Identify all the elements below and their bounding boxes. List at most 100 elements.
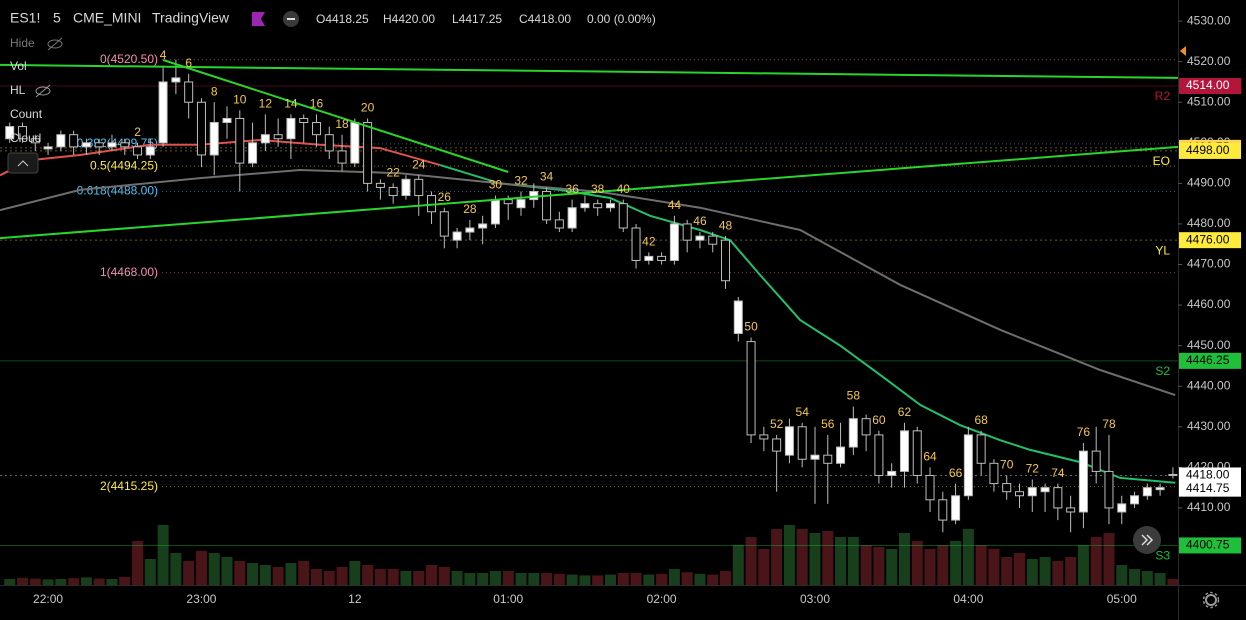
volume-bar [183, 561, 195, 585]
change-value: 0.00 (0.00%) [587, 12, 656, 26]
bar-count: 34 [540, 170, 554, 184]
interval[interactable]: 5 [53, 10, 61, 26]
volume-bar [144, 559, 156, 585]
menu-item[interactable]: Vol [10, 59, 27, 73]
price-label-box [1179, 78, 1241, 95]
volume-bar [195, 551, 207, 585]
candle-body [133, 146, 143, 156]
bar-count: 14 [284, 97, 298, 111]
volume-bar [566, 574, 578, 585]
symbol[interactable]: ES1! [10, 10, 40, 26]
moving-average [439, 164, 1176, 484]
candle-body [708, 235, 718, 245]
volume-bar [221, 557, 233, 585]
bar-count: 46 [693, 214, 707, 228]
volume-bar [758, 549, 770, 585]
volume-bar [336, 567, 348, 585]
volume-bar [413, 571, 425, 585]
bar-count: 74 [1051, 466, 1065, 480]
eye-off-icon[interactable] [35, 84, 51, 98]
x-tick-label: 02:00 [647, 592, 677, 606]
volume-bar [720, 571, 732, 585]
menu-item[interactable]: Hide [10, 36, 35, 50]
low-value: L4417.25 [452, 12, 502, 26]
volume-bar [362, 565, 374, 585]
bar-count: 30 [489, 178, 503, 192]
bar-count: 50 [744, 320, 758, 334]
price-label-box [1179, 142, 1241, 159]
level-name: S3 [1155, 549, 1170, 563]
candle-body [69, 134, 79, 148]
high-value: H4420.00 [383, 12, 435, 26]
fib-label: 0(4520.50) [100, 52, 158, 66]
volume-bar [975, 545, 987, 585]
volume-bar [822, 531, 834, 585]
volume-bar [771, 529, 783, 585]
candle-body [94, 142, 104, 148]
candle-body [618, 203, 628, 229]
y-tick-label: 4440.00 [1187, 378, 1231, 392]
volume-bar [464, 573, 476, 585]
x-tick-label: 03:00 [800, 592, 830, 606]
menu-item[interactable]: Count [10, 107, 43, 121]
candle-body [874, 434, 884, 476]
volume-bar [502, 571, 514, 585]
volume-bar [208, 553, 220, 585]
volume-bar [579, 575, 591, 585]
flag-icon[interactable] [252, 12, 265, 26]
bar-count: 54 [796, 405, 810, 419]
candle-body [222, 117, 232, 124]
eye-off-icon[interactable] [47, 37, 63, 51]
volume-bar [911, 541, 923, 585]
price-label: 4414.75 [1186, 481, 1230, 495]
bar-count: 28 [463, 202, 477, 216]
volume-bar [323, 571, 335, 585]
candle-body [1066, 507, 1076, 513]
volume-bar [68, 578, 80, 585]
x-tick-label: 04:00 [953, 592, 983, 606]
volume-bar [1014, 553, 1026, 585]
candle-body [938, 499, 948, 521]
volume-bar [541, 573, 553, 585]
bar-count: 6 [185, 56, 192, 70]
settings-button[interactable] [1202, 591, 1220, 609]
volume-bar [745, 537, 757, 585]
trendline [0, 63, 1178, 79]
candle-body [465, 227, 475, 233]
volume-bar [937, 545, 949, 585]
bar-count: 44 [668, 198, 682, 212]
volume-bar [643, 574, 655, 585]
volume-bar [132, 541, 144, 585]
volume-bar [835, 537, 847, 585]
candle-body [171, 77, 181, 83]
candle-body [784, 426, 794, 456]
level-name: YL [1155, 243, 1170, 257]
candle-body [669, 223, 679, 261]
candle-body [823, 454, 833, 464]
menu-item[interactable]: Cloud [10, 131, 41, 145]
collapse-button[interactable] [7, 152, 39, 174]
volume-bar [1141, 571, 1153, 585]
candle-body [542, 190, 552, 221]
volume-bar [93, 578, 105, 585]
volume-bar [809, 533, 821, 585]
candle-body [1015, 491, 1025, 497]
bar-count: 42 [642, 235, 656, 249]
level-name: R2 [1155, 89, 1171, 103]
candle-body [925, 474, 935, 501]
close-value: C4418.00 [519, 12, 571, 26]
volume-bar [259, 565, 271, 585]
price-label: 4418.00 [1186, 468, 1230, 482]
bar-count: 18 [335, 117, 349, 131]
volume-bar [451, 571, 463, 585]
menu-item[interactable]: HL [10, 83, 26, 97]
y-tick-label: 4410.00 [1187, 500, 1231, 514]
volume-bar [298, 561, 310, 585]
candle-body [184, 81, 194, 103]
bar-count: 2 [134, 125, 141, 139]
candle-body [682, 223, 692, 241]
candle-body [337, 150, 347, 164]
y-tick-label: 4430.00 [1187, 419, 1231, 433]
